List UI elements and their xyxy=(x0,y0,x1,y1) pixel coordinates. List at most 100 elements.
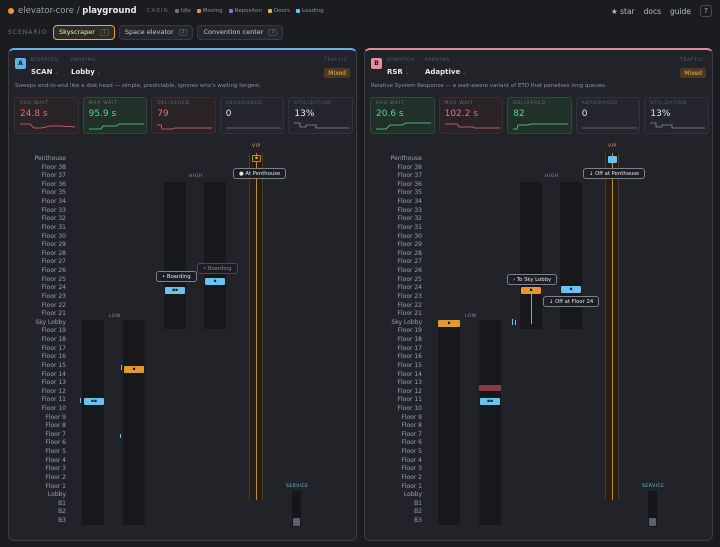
docs-link[interactable]: docs xyxy=(643,6,662,16)
low-zone-label: LOW xyxy=(465,314,477,319)
chevron-down-icon: ⌄ xyxy=(404,70,410,76)
floor-label: Floor 27 xyxy=(397,258,422,266)
legend-doors: Doors xyxy=(267,8,290,14)
floor-label: Floor 18 xyxy=(397,336,422,344)
floor-label: Floor 4 xyxy=(401,456,422,464)
legend-idle: Idle xyxy=(174,8,191,14)
floor-label: Floor 28 xyxy=(397,249,422,257)
skylobby-car[interactable]: ▪ xyxy=(438,320,460,327)
vip-car[interactable] xyxy=(608,156,617,163)
dispatch-caption: DISPATCH xyxy=(31,58,60,63)
parking-select[interactable]: Lobby ⌄ xyxy=(71,68,102,76)
scenario-space-elevator-button[interactable]: Space elevator 2 xyxy=(118,24,194,40)
floor-label: Floor 14 xyxy=(41,370,66,378)
strategy-description: Sweeps end-to-end like a disk head — sim… xyxy=(15,83,262,89)
scenario-skyscraper-button[interactable]: Skyscraper 1 xyxy=(53,24,115,40)
traffic-select[interactable]: Mixed xyxy=(324,68,350,78)
stat-avg-wait: AVG WAIT 20.6 s xyxy=(370,97,435,134)
floor-label: Floor 11 xyxy=(397,396,422,404)
low-car-2[interactable]: ▪▪ xyxy=(480,398,500,405)
car-status-tooltip: • Boarding xyxy=(197,263,238,274)
panel-badge: A xyxy=(15,58,26,69)
service-shaft xyxy=(292,491,301,527)
top-nav: ★ star docs guide ? xyxy=(611,5,712,17)
floor-label: Floor 34 xyxy=(397,198,422,206)
floor-label: Floor 22 xyxy=(41,301,66,309)
vip-zone-label: VIP xyxy=(608,144,617,149)
floor-label: Floor 25 xyxy=(397,275,422,283)
floor-label: Floor 29 xyxy=(397,241,422,249)
floor-label: Floor 2 xyxy=(401,473,422,481)
floor-label: Floor 32 xyxy=(397,215,422,223)
floor-label: Floor 35 xyxy=(397,189,422,197)
traffic-caption: TRAFFIC xyxy=(679,58,704,63)
service-zone-label: SERVICE xyxy=(642,484,665,489)
service-shaft xyxy=(648,491,657,527)
floor-label: Floor 5 xyxy=(45,448,66,456)
floor-label: Lobby xyxy=(47,491,66,499)
vip-cable xyxy=(612,153,613,500)
stat-utilization: UTILIZATION 13% xyxy=(288,97,353,134)
floor-label: B1 xyxy=(414,499,422,507)
floor-label: Floor 31 xyxy=(397,223,422,231)
star-link[interactable]: ★ star xyxy=(610,6,635,16)
vip-cable xyxy=(256,153,257,500)
vip-car[interactable]: ▪ xyxy=(252,155,261,162)
high-car-1[interactable]: ▪ xyxy=(521,287,541,294)
sparkline xyxy=(225,127,281,129)
low-shaft-2 xyxy=(123,320,145,525)
floor-label: Sky Lobby xyxy=(391,318,422,326)
stat-avg-wait: AVG WAIT 24.8 s xyxy=(14,97,79,134)
car-status-tooltip: ↓ Off at Penthouse xyxy=(583,168,646,179)
floor-label: Floor 29 xyxy=(41,241,66,249)
low-zone-label: LOW xyxy=(109,314,121,319)
floor-label: Floor 9 xyxy=(401,413,422,421)
floor-label: Floor 17 xyxy=(397,344,422,352)
low-car-2[interactable]: ▪ xyxy=(124,366,144,373)
floor-label: Floor 37 xyxy=(397,172,422,180)
floor-label: Floor 9 xyxy=(45,413,66,421)
high-car-1[interactable]: ▪▪ xyxy=(165,287,185,294)
dispatch-caption: DISPATCH xyxy=(387,58,416,63)
floor-label: Floor 15 xyxy=(41,361,66,369)
arrow-down-icon: ↓ xyxy=(549,298,554,305)
floor-label: Floor 7 xyxy=(45,430,66,438)
floor-label: Floor 28 xyxy=(41,249,66,257)
floor-label: Floor 8 xyxy=(401,422,422,430)
arrow-icon: • xyxy=(162,273,166,280)
traffic-caption: TRAFFIC xyxy=(323,58,348,63)
stat-max-wait: MAX WAIT 102.2 s xyxy=(438,97,504,134)
floor-label: Floor 5 xyxy=(401,448,422,456)
sparkline xyxy=(376,122,431,130)
traffic-select[interactable]: Mixed xyxy=(680,68,706,78)
floor-label: Floor 24 xyxy=(41,284,66,292)
floor-label: Floor 1 xyxy=(45,482,66,490)
service-car[interactable] xyxy=(649,518,656,526)
guide-link[interactable]: guide xyxy=(670,6,691,16)
low-shaft-1 xyxy=(438,320,460,525)
passenger-marker xyxy=(121,365,122,370)
arrow-icon: • xyxy=(203,265,207,272)
sparkline xyxy=(157,124,213,130)
high-shaft-2 xyxy=(204,182,226,329)
dispatch-select[interactable]: SCAN ⌄ xyxy=(31,68,59,76)
strategy-description: Relative System Response — a wait-aware … xyxy=(371,83,607,89)
high-car-2[interactable]: ▪ xyxy=(205,278,225,285)
floor-label: Floor 36 xyxy=(397,180,422,188)
help-button[interactable]: ? xyxy=(700,5,712,17)
chevron-down-icon: ⌄ xyxy=(54,70,59,76)
sparkline xyxy=(444,123,500,129)
scenario-convention-center-button[interactable]: Convention center 3 xyxy=(197,24,284,40)
dispatch-select[interactable]: RSR ⌄ xyxy=(387,68,410,76)
high-car-2[interactable]: ▪ xyxy=(561,286,581,293)
low-car-1[interactable]: ▪▪ xyxy=(84,398,104,405)
floor-label: Floor 36 xyxy=(41,180,66,188)
passenger-marker xyxy=(120,434,121,438)
floor-label: Floor 6 xyxy=(45,439,66,447)
service-car[interactable] xyxy=(293,518,300,526)
parking-select[interactable]: Adaptive ⌄ xyxy=(425,68,467,76)
floor-label: Penthouse xyxy=(390,155,422,162)
floor-label: Floor 33 xyxy=(397,206,422,214)
app-title: elevator-core / playground xyxy=(18,6,137,16)
floor-label: B2 xyxy=(58,508,66,516)
